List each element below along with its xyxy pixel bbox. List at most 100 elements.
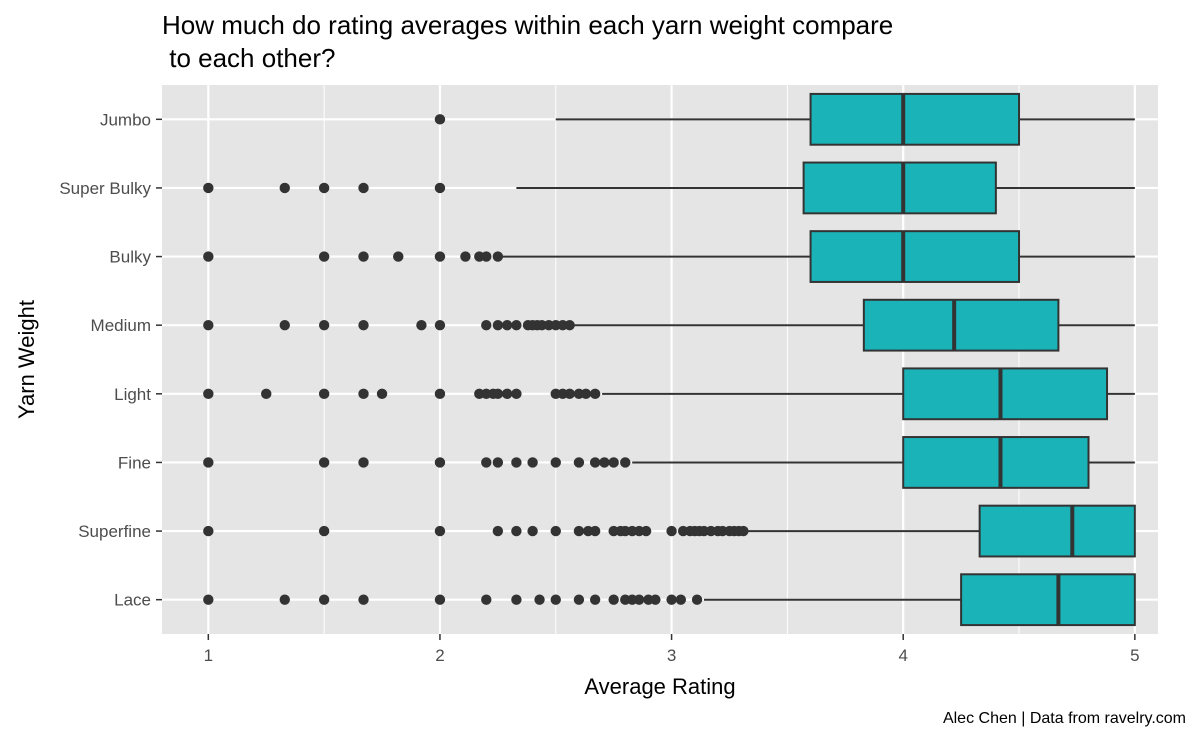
- outlier-point: [203, 594, 214, 605]
- outlier-point: [434, 525, 446, 537]
- outlier-point: [481, 457, 492, 468]
- outlier-point: [650, 594, 661, 605]
- outlier-point: [481, 319, 492, 331]
- outlier-point: [492, 525, 504, 537]
- outlier-point: [511, 525, 522, 537]
- outlier-point: [550, 525, 561, 537]
- outlier-point: [261, 388, 272, 400]
- outlier-point: [492, 319, 504, 331]
- box-bulky: [809, 230, 1021, 283]
- x-axis-ticks: 1 2 3 4 5: [204, 634, 1140, 665]
- y-tick-label: Superfine: [78, 522, 151, 541]
- box-light: [902, 367, 1109, 421]
- x-tick-label: 5: [1130, 646, 1139, 665]
- x-tick-label: 3: [667, 646, 676, 665]
- outlier-point: [511, 388, 522, 400]
- outlier-point: [573, 525, 585, 537]
- outlier-point: [550, 457, 561, 468]
- outlier-point: [434, 182, 446, 194]
- outlier-point: [203, 525, 214, 537]
- outlier-point: [492, 251, 504, 262]
- box-medium: [862, 298, 1060, 352]
- outlier-point: [358, 251, 369, 262]
- outlier-point: [203, 182, 214, 194]
- outlier-point: [573, 457, 585, 468]
- outlier-point: [203, 319, 214, 331]
- outlier-points: [203, 114, 749, 605]
- outlier-point: [640, 525, 652, 537]
- outlier-point: [534, 594, 545, 605]
- outlier-point: [434, 251, 446, 262]
- outlier-point: [318, 457, 330, 468]
- outlier-point: [527, 457, 538, 468]
- y-tick-label: Bulky: [109, 248, 151, 267]
- outlier-point: [318, 594, 330, 605]
- outlier-point: [633, 594, 645, 605]
- outlier-point: [358, 182, 369, 194]
- outlier-point: [358, 457, 369, 468]
- outlier-point: [501, 388, 513, 400]
- outlier-point: [203, 457, 214, 468]
- outlier-point: [318, 525, 330, 537]
- outlier-point: [589, 457, 601, 468]
- outlier-point: [738, 525, 749, 537]
- box-superfine: [978, 504, 1136, 558]
- outlier-point: [358, 594, 369, 605]
- outlier-point: [318, 319, 330, 331]
- outlier-point: [416, 319, 427, 331]
- chart-title-line-2: to each other?: [162, 43, 335, 73]
- outlier-point: [550, 594, 561, 605]
- outlier-point: [318, 388, 330, 400]
- outlier-point: [501, 319, 513, 331]
- y-tick-label: Jumbo: [100, 110, 151, 129]
- outlier-point: [279, 594, 290, 605]
- x-axis-title: Average Rating: [584, 674, 735, 699]
- outlier-point: [434, 319, 446, 331]
- whiskers: [502, 118, 1135, 601]
- outlier-point: [589, 594, 601, 605]
- outlier-point: [460, 251, 471, 262]
- outlier-point: [511, 457, 522, 468]
- outlier-point: [589, 388, 601, 400]
- outlier-point: [318, 182, 330, 194]
- outlier-point: [279, 319, 290, 331]
- y-axis-ticks: Jumbo Super Bulky Bulky Medium Light Fine Supe…: [59, 110, 162, 610]
- outlier-point: [620, 457, 631, 468]
- outlier-point: [203, 388, 214, 400]
- outlier-point: [492, 457, 504, 468]
- outlier-point: [608, 457, 619, 468]
- y-tick-label: Medium: [91, 316, 151, 335]
- outlier-point: [434, 594, 446, 605]
- boxes: [802, 92, 1136, 627]
- outlier-point: [481, 594, 492, 605]
- x-tick-label: 1: [204, 646, 213, 665]
- box-lace: [960, 573, 1136, 627]
- outlier-point: [599, 457, 610, 468]
- outlier-point: [511, 319, 522, 331]
- outlier-point: [492, 388, 504, 400]
- outlier-point: [393, 251, 404, 262]
- box-super-bulky: [802, 161, 997, 215]
- outlier-point: [358, 319, 369, 331]
- chart-caption: Alec Chen | Data from ravelry.com: [943, 710, 1186, 727]
- y-tick-label: Super Bulky: [59, 179, 151, 198]
- outlier-point: [376, 388, 388, 400]
- y-tick-label: Light: [114, 385, 151, 404]
- outlier-point: [564, 388, 575, 400]
- outlier-point: [481, 251, 492, 262]
- outlier-point: [589, 525, 601, 537]
- outlier-point: [675, 594, 687, 605]
- x-tick-label: 4: [898, 646, 907, 665]
- outlier-point: [318, 251, 330, 262]
- outlier-point: [434, 457, 446, 468]
- y-axis-title: Yarn Weight: [14, 300, 39, 419]
- outlier-point: [608, 594, 619, 605]
- x-tick-label: 2: [435, 646, 444, 665]
- outlier-point: [279, 182, 290, 194]
- outlier-point: [358, 388, 369, 400]
- outlier-point: [434, 114, 446, 125]
- y-tick-label: Fine: [118, 453, 151, 472]
- outlier-point: [580, 388, 592, 400]
- outlier-point: [666, 525, 677, 537]
